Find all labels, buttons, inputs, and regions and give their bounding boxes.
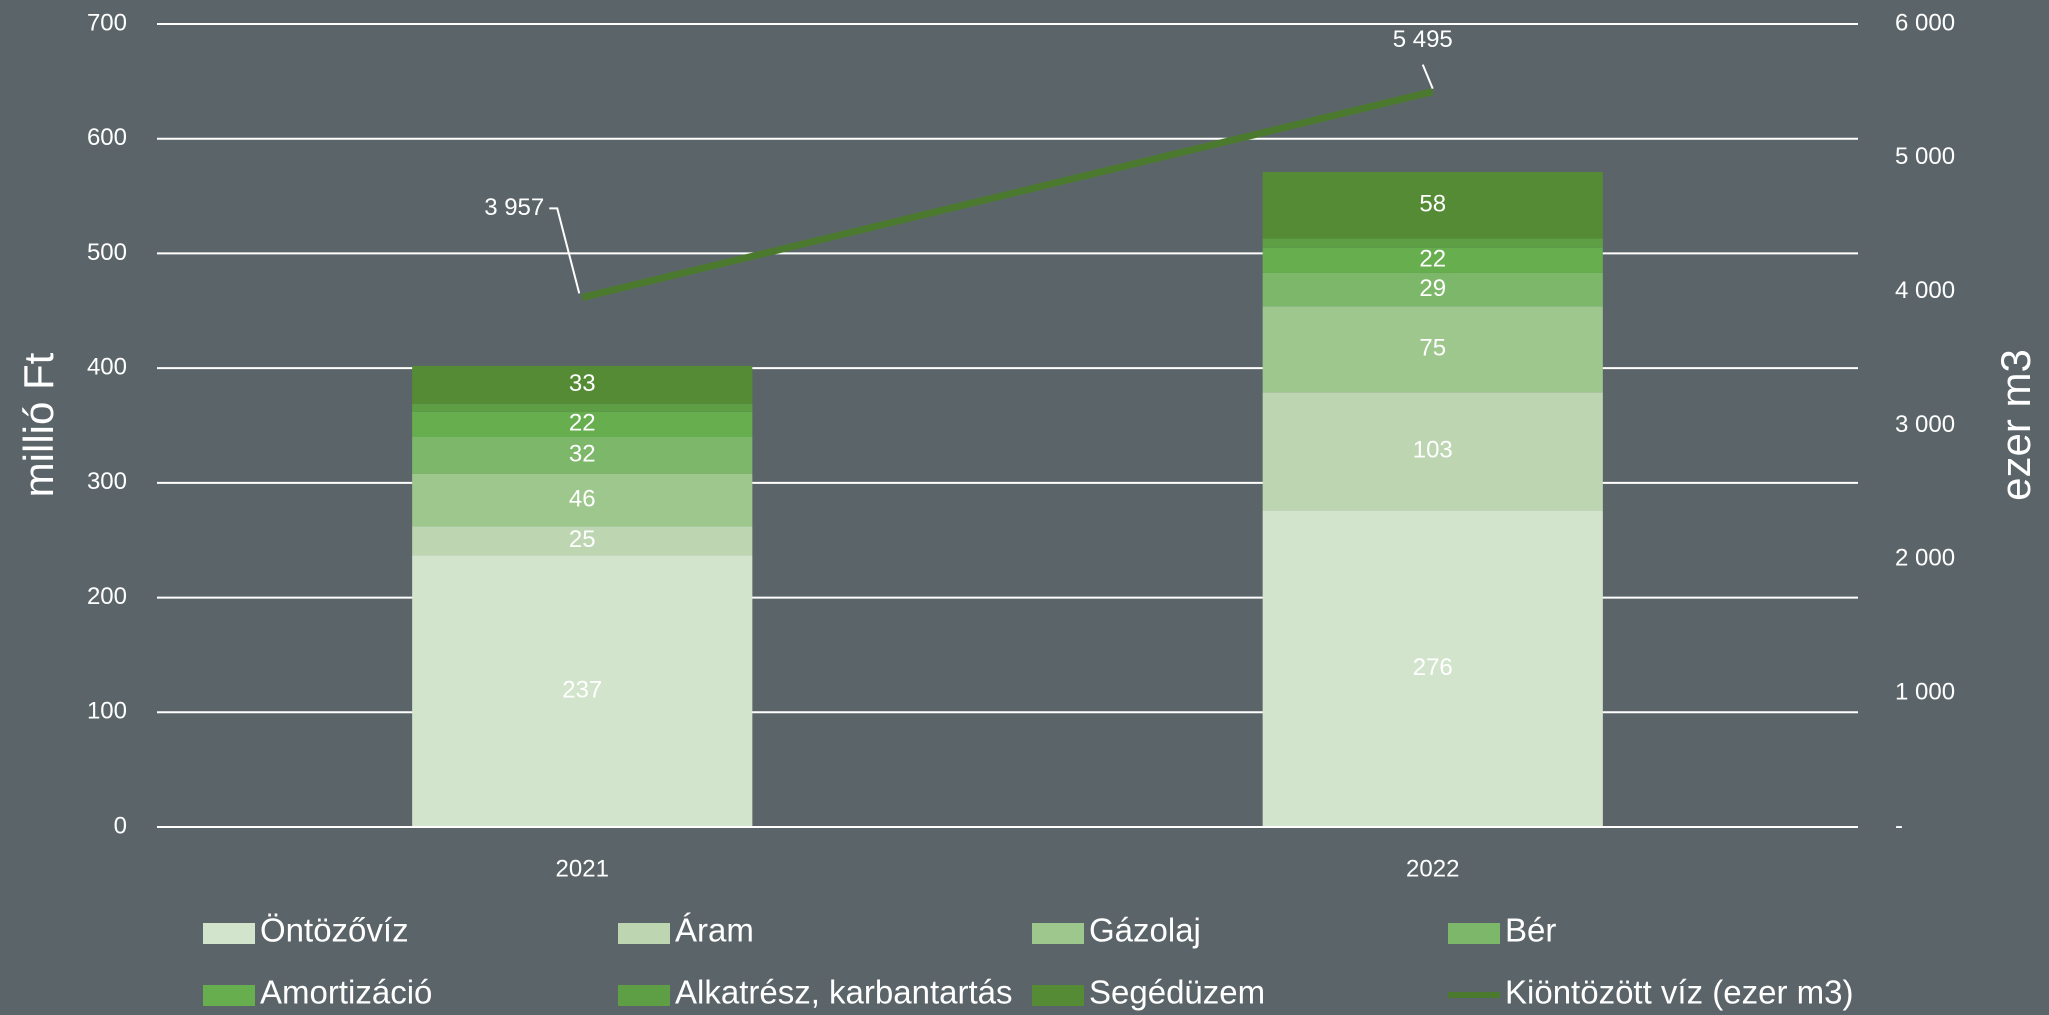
data-label: 58 (1419, 191, 1446, 218)
x-tick-label: 2022 (1406, 855, 1459, 882)
y-tick-label: 300 (87, 468, 127, 495)
legend-swatch (1032, 985, 1084, 1006)
data-label: 46 (569, 485, 596, 512)
legend-label: Áram (675, 912, 754, 949)
bar-segment (1262, 306, 1603, 393)
data-label: 237 (562, 676, 602, 703)
y-tick-label: 500 (87, 239, 127, 266)
legend-label: Gázolaj (1089, 912, 1201, 949)
y2-tick-label: 6 000 (1895, 9, 1955, 36)
legend-swatch (618, 985, 670, 1006)
y-tick-label: 100 (87, 698, 127, 725)
leader-line (549, 207, 581, 294)
legend-label: Alkatrész, karbantartás (675, 974, 1012, 1011)
leader-line (1421, 64, 1434, 89)
data-label: 103 (1413, 437, 1453, 464)
legend-swatch (203, 923, 255, 944)
legend-swatch (1032, 923, 1084, 944)
bar-segment (412, 526, 753, 556)
bar-segment (1262, 272, 1603, 307)
y2-tick-label: 1 000 (1895, 679, 1955, 706)
y2-tick-label: 4 000 (1895, 277, 1955, 304)
y-tick-label: 400 (87, 353, 127, 380)
legend-label: Kiöntözött víz (ezer m3) (1505, 974, 1853, 1011)
bar-segment (412, 555, 753, 827)
legend-label: Öntözővíz (260, 912, 409, 949)
legend-label: Amortizáció (260, 974, 432, 1011)
bar-segment (1262, 247, 1603, 273)
legend-swatch (1448, 992, 1500, 998)
y-tick-label: 200 (87, 583, 127, 610)
bar-segment (1262, 392, 1603, 511)
bar-segment (412, 403, 753, 412)
x-tick-label: 2021 (556, 855, 609, 882)
y-tick-label: 0 (114, 812, 127, 839)
data-label: 25 (569, 526, 596, 553)
y2-tick-label: 3 000 (1895, 411, 1955, 438)
bar-segment (412, 411, 753, 437)
y-tick-label: 600 (87, 124, 127, 151)
y-tick-label: 700 (87, 9, 127, 36)
y2-tick-label: 2 000 (1895, 545, 1955, 572)
y2-tick-label: - (1895, 812, 1903, 839)
bar-segment (1262, 510, 1603, 827)
bar-segment (412, 436, 753, 474)
bar-segment (412, 473, 753, 527)
data-label: 33 (569, 370, 596, 397)
bar-segment (1262, 171, 1603, 239)
legend-swatch (1448, 923, 1500, 944)
data-label: 32 (569, 441, 596, 468)
y-axis-title: millió Ft (15, 352, 62, 497)
data-label: 75 (1419, 335, 1446, 362)
data-label: 276 (1413, 654, 1453, 681)
data-label: 29 (1419, 275, 1446, 302)
y2-tick-label: 5 000 (1895, 143, 1955, 170)
bar-segment (412, 365, 753, 404)
legend-label: Bér (1505, 912, 1556, 949)
data-label: 22 (1419, 246, 1446, 273)
bar-segment (1262, 238, 1603, 248)
legend-swatch (618, 923, 670, 944)
line-series (581, 88, 1434, 301)
y2-axis-title: ezer m3 (1992, 349, 2039, 501)
legend-swatch (203, 985, 255, 1006)
data-label: 22 (569, 410, 596, 437)
data-label: 5 495 (1393, 26, 1453, 53)
data-label: 3 957 (484, 194, 544, 221)
legend-label: Segédüzem (1089, 974, 1265, 1011)
